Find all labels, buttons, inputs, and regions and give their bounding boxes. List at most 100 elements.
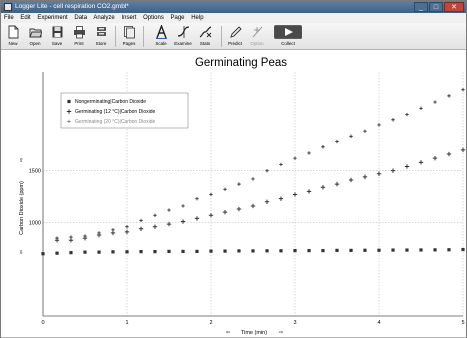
y-axis-down-arrow-icon[interactable]: ⇦ xyxy=(19,249,25,254)
plot-frame xyxy=(42,72,463,317)
data-point xyxy=(447,94,451,98)
data-point xyxy=(404,164,410,169)
data-point xyxy=(391,248,395,252)
menu-page[interactable]: Page xyxy=(170,15,185,21)
examine-button[interactable]: Examine xyxy=(173,24,193,49)
menu-data[interactable]: Data xyxy=(74,15,88,21)
data-point xyxy=(181,249,185,254)
data-point xyxy=(306,189,312,194)
data-point xyxy=(335,248,339,252)
co2-chart[interactable]: Germinating Peas 0 1 2 3 4 5 1000 1500 Time (mi… xyxy=(1,50,466,337)
data-point xyxy=(447,248,451,252)
chart-title: Germinating Peas xyxy=(195,57,287,69)
window-controls: _ □ ✕ xyxy=(414,2,464,12)
x-tick-label: 3 xyxy=(293,320,296,326)
menu-experiment[interactable]: Experiment xyxy=(37,15,68,21)
close-button[interactable]: ✕ xyxy=(444,2,464,12)
data-point xyxy=(418,160,424,165)
data-point xyxy=(55,251,59,255)
legend-marker xyxy=(67,99,71,104)
legend-box xyxy=(60,92,189,129)
chart-grid xyxy=(42,72,464,316)
data-point xyxy=(293,248,297,253)
menu-bar: File Edit Experiment Data Analyze Insert… xyxy=(1,13,466,23)
predict-button[interactable]: Predict xyxy=(225,24,245,49)
data-point xyxy=(433,100,437,104)
predict-label: Predict xyxy=(227,41,242,46)
data-point xyxy=(419,106,423,111)
data-point xyxy=(139,218,143,223)
menu-insert[interactable]: Insert xyxy=(121,15,137,21)
new-button[interactable]: New xyxy=(3,24,23,49)
examine-label: Examine xyxy=(174,41,192,46)
data-point xyxy=(237,249,241,253)
menu-analyze[interactable]: Analyze xyxy=(93,15,115,21)
x-tick-label: 5 xyxy=(461,320,464,326)
store-label: Store xyxy=(95,41,107,46)
toolbar: New Open Save Print xyxy=(1,23,466,50)
toolbar-separator xyxy=(115,26,116,47)
menu-file[interactable]: File xyxy=(4,15,14,21)
legend-marker xyxy=(66,109,72,114)
chart-legend[interactable]: Nongerminating|Carbon Dioxide Germinating… xyxy=(60,92,189,129)
graph-area[interactable]: Germinating Peas 0 1 2 3 4 5 1000 1500 Time (mi… xyxy=(1,50,466,337)
minimize-button[interactable]: _ xyxy=(414,2,428,12)
data-point xyxy=(362,174,368,180)
data-point xyxy=(41,252,45,256)
menu-options[interactable]: Options xyxy=(143,15,164,21)
y-axis-up-arrow-icon[interactable]: ⇨ xyxy=(19,157,25,162)
data-point xyxy=(181,204,185,208)
pages-label: Pages xyxy=(122,41,136,46)
data-point xyxy=(348,177,354,183)
menu-edit[interactable]: Edit xyxy=(20,15,31,21)
data-point xyxy=(349,134,353,139)
x-axis-label: Time (min) xyxy=(241,330,267,336)
option-icon xyxy=(252,26,263,38)
open-button[interactable]: Open xyxy=(25,24,45,49)
pages-button[interactable]: Pages xyxy=(119,24,139,49)
data-point xyxy=(293,156,297,160)
data-point xyxy=(167,208,171,212)
data-point xyxy=(419,248,423,252)
menu-help[interactable]: Help xyxy=(191,15,204,21)
collect-button[interactable]: Collect xyxy=(273,24,303,49)
x-axis-left-arrow-icon[interactable]: ⇦ xyxy=(226,330,231,336)
data-point xyxy=(138,226,144,231)
data-point xyxy=(321,145,325,149)
title-bar[interactable]: Logger Lite - cell respiration CO2.gmbl*… xyxy=(1,1,466,13)
print-label: Print xyxy=(74,41,84,46)
series-3 xyxy=(55,87,465,240)
data-point xyxy=(125,225,129,229)
new-file-icon xyxy=(8,25,19,39)
save-button[interactable]: Save xyxy=(47,24,67,49)
y-tick-label: 1000 xyxy=(29,221,41,227)
stats-button[interactable]: Stats xyxy=(195,24,215,49)
maximize-button[interactable]: □ xyxy=(429,2,443,12)
x-axis-right-arrow-icon[interactable]: ⇨ xyxy=(279,330,284,336)
data-point xyxy=(432,155,438,161)
option-button[interactable]: Option xyxy=(247,24,267,49)
data-point xyxy=(209,249,213,253)
print-button[interactable]: Print xyxy=(69,24,89,49)
x-tick-label: 4 xyxy=(377,320,380,326)
data-point xyxy=(97,231,101,235)
window-title: Logger Lite - cell respiration CO2.gmbl* xyxy=(15,3,129,10)
data-point xyxy=(307,248,311,253)
scale-button[interactable]: Scale xyxy=(151,24,171,49)
data-point xyxy=(349,248,353,252)
data-point xyxy=(320,185,326,190)
pencil-icon xyxy=(230,26,242,38)
x-tick-label: 0 xyxy=(41,320,44,326)
data-point xyxy=(250,203,256,209)
data-point xyxy=(195,249,199,254)
data-point xyxy=(460,147,466,153)
legend-entry: Nongerminating|Carbon Dioxide xyxy=(75,99,146,105)
data-point xyxy=(376,171,382,176)
data-point xyxy=(139,250,143,254)
data-point xyxy=(97,250,101,254)
data-point xyxy=(321,248,325,253)
store-button[interactable]: Store xyxy=(91,24,111,49)
data-point xyxy=(278,196,284,201)
x-tick-label: 2 xyxy=(209,320,212,326)
